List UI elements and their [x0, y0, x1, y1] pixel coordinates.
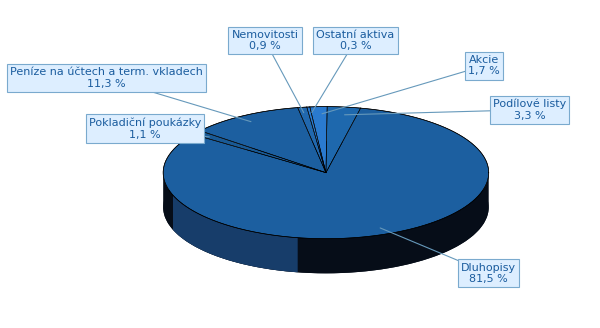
Polygon shape: [310, 107, 327, 173]
Ellipse shape: [163, 141, 489, 273]
Polygon shape: [200, 108, 326, 173]
Text: Peníze na účtech a term. vkladech
11,3 %: Peníze na účtech a term. vkladech 11,3 %: [10, 68, 203, 89]
Text: Nemovitosti
0,9 %: Nemovitosti 0,9 %: [232, 30, 298, 51]
Polygon shape: [173, 195, 298, 272]
Text: Ostatní aktiva
0,3 %: Ostatní aktiva 0,3 %: [316, 30, 394, 51]
Polygon shape: [193, 131, 326, 173]
Polygon shape: [298, 107, 326, 173]
Text: Akcie
1,7 %: Akcie 1,7 %: [469, 55, 500, 76]
Text: Podílové listy
3,3 %: Podílové listy 3,3 %: [493, 99, 566, 121]
Polygon shape: [326, 107, 361, 173]
Text: Pokladiční poukázky
1,1 %: Pokladiční poukázky 1,1 %: [89, 117, 201, 140]
Text: Dluhopisy
81,5 %: Dluhopisy 81,5 %: [461, 262, 516, 284]
Polygon shape: [163, 108, 488, 239]
Polygon shape: [163, 173, 489, 273]
Polygon shape: [307, 107, 326, 173]
